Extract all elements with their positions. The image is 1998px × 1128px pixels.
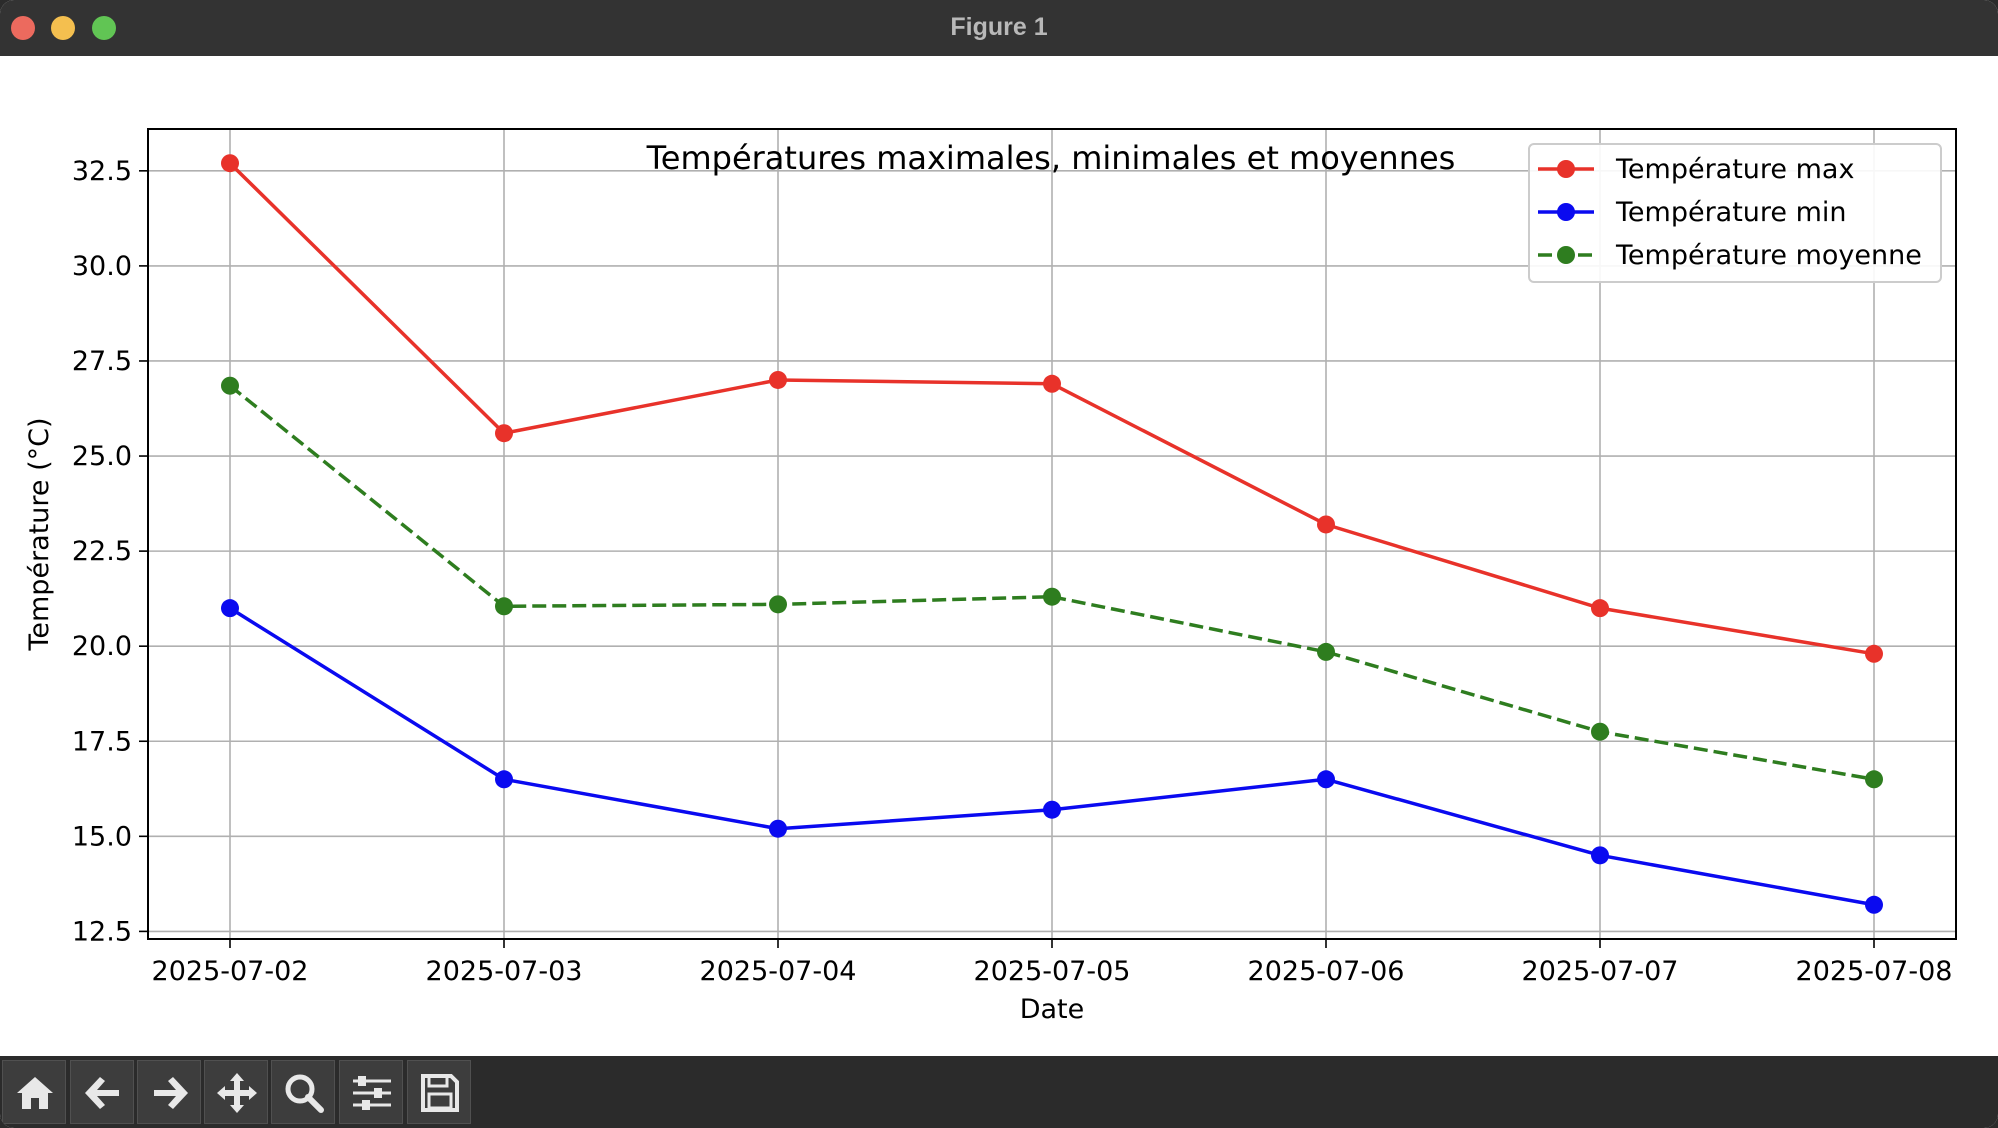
y-tick-label: 12.5 (72, 916, 132, 947)
sliders-icon (353, 1076, 391, 1110)
zoom-button[interactable] (271, 1060, 335, 1124)
data-point (221, 599, 239, 618)
move-icon (217, 1073, 257, 1113)
data-point (1043, 587, 1061, 606)
save-button[interactable] (407, 1060, 471, 1124)
legend: Température max Température min Températur… (1528, 143, 1942, 283)
data-point (221, 154, 239, 173)
home-button[interactable] (2, 1060, 66, 1124)
legend-label: Température min (1615, 197, 1847, 228)
window-title: Figure 1 (950, 13, 1048, 41)
data-point (769, 819, 787, 838)
series-group (221, 154, 1883, 914)
series-3 (221, 376, 1883, 789)
y-axis-label: Température (°C) (24, 417, 55, 651)
data-point (769, 370, 787, 389)
legend-marker (1557, 203, 1575, 221)
data-point (1865, 770, 1883, 789)
data-point (1865, 644, 1883, 663)
x-tick-label: 2025-07-07 (1522, 956, 1679, 987)
grid (148, 129, 1956, 939)
data-point (495, 770, 513, 789)
y-tick-label: 22.5 (72, 536, 132, 567)
data-point (769, 595, 787, 614)
data-point (221, 376, 239, 395)
x-tick-label: 2025-07-08 (1796, 956, 1953, 987)
data-point (1317, 770, 1335, 789)
x-tick-label: 2025-07-05 (974, 956, 1131, 987)
series-2 (221, 599, 1883, 914)
data-point (1043, 800, 1061, 819)
figure-canvas[interactable]: 12.5 15.0 17.5 20.0 22.5 25.0 27.5 30.0 32.5 2025… (0, 56, 1998, 1056)
arrow-right-icon (154, 1077, 188, 1109)
y-tick-label: 20.0 (72, 631, 132, 662)
chart-title: Températures maximales, minimales et moy… (646, 139, 1456, 177)
pan-button[interactable] (204, 1060, 268, 1124)
series-1 (221, 154, 1883, 663)
close-window-button[interactable] (11, 16, 35, 40)
y-tick-label: 15.0 (72, 821, 132, 852)
magnifier-icon (285, 1074, 324, 1113)
data-point (1317, 642, 1335, 661)
data-point (1865, 895, 1883, 914)
x-tick-label: 2025-07-04 (700, 956, 857, 987)
data-point (495, 597, 513, 616)
axis-ticks: 12.5 15.0 17.5 20.0 22.5 25.0 27.5 30.0 32.5 2025… (72, 156, 1953, 987)
data-point (1043, 374, 1061, 393)
legend-marker (1557, 246, 1575, 264)
legend-label: Température max (1615, 154, 1854, 185)
y-tick-label: 27.5 (72, 346, 132, 377)
navigation-toolbar (0, 1056, 1998, 1128)
line-chart: 12.5 15.0 17.5 20.0 22.5 25.0 27.5 30.0 32.5 2025… (24, 128, 1957, 1025)
floppy-disk-icon (421, 1074, 459, 1112)
y-tick-label: 30.0 (72, 251, 132, 282)
data-point (495, 424, 513, 443)
x-axis-label: Date (1020, 994, 1085, 1025)
data-point (1591, 722, 1609, 741)
maximize-window-button[interactable] (92, 16, 116, 40)
title-bar: Figure 1 (0, 0, 1998, 57)
data-point (1591, 846, 1609, 865)
legend-box (1528, 143, 1942, 283)
y-tick-label: 17.5 (72, 726, 132, 757)
x-tick-label: 2025-07-02 (152, 956, 309, 987)
minimize-window-button[interactable] (51, 16, 75, 40)
forward-button[interactable] (137, 1060, 201, 1124)
back-button[interactable] (70, 1060, 134, 1124)
configure-subplots-button[interactable] (339, 1060, 403, 1124)
x-tick-label: 2025-07-03 (426, 956, 583, 987)
data-point (1317, 515, 1335, 534)
x-tick-label: 2025-07-06 (1248, 956, 1405, 987)
legend-label: Température moyenne (1615, 240, 1922, 271)
arrow-left-icon (85, 1077, 119, 1109)
data-point (1591, 599, 1609, 618)
y-tick-label: 32.5 (72, 156, 132, 187)
legend-marker (1557, 160, 1575, 178)
y-tick-label: 25.0 (72, 441, 132, 472)
home-icon (17, 1077, 53, 1109)
